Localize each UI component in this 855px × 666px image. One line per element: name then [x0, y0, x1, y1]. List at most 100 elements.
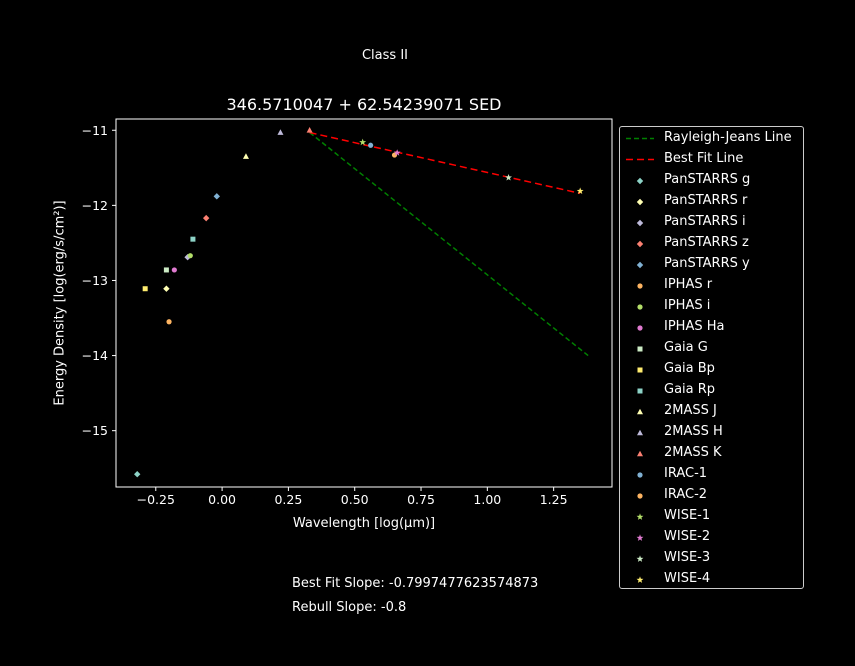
- 2mass-j-point: [242, 153, 249, 159]
- legend-marker-swatch: [636, 219, 644, 227]
- y-tick-label: −12: [82, 198, 108, 213]
- x-tick-label: 0.50: [341, 492, 369, 507]
- legend-key: [636, 261, 644, 269]
- legend-label: 2MASS J: [664, 403, 717, 418]
- legend-marker-swatch: [636, 261, 644, 269]
- legend-label: IPHAS r: [664, 277, 713, 292]
- legend-key: [636, 219, 644, 227]
- legend-key: [637, 429, 643, 436]
- legend-key: [636, 240, 644, 248]
- gaia-rp-point: [190, 236, 196, 242]
- legend-key: [637, 388, 643, 394]
- legend-item-rayleigh-jeans-line: Rayleigh-Jeans Line: [620, 128, 803, 149]
- legend-label: PanSTARRS z: [664, 235, 749, 250]
- legend-label: Gaia Bp: [664, 361, 715, 376]
- legend-marker-swatch: [636, 576, 644, 583]
- legend-item-panstarrs-y: PanSTARRS y: [620, 254, 803, 275]
- legend-label: Gaia G: [664, 340, 708, 355]
- legend-label: PanSTARRS i: [664, 214, 746, 229]
- chart-title: 346.5710047 + 62.54239071 SED: [226, 95, 502, 114]
- legend-marker-swatch: [636, 555, 644, 562]
- legend-marker-swatch: [637, 429, 643, 436]
- legend-key: [626, 158, 654, 161]
- legend-item-2mass-h: 2MASS H: [620, 422, 803, 443]
- wise-3-point: [505, 173, 512, 181]
- legend-label: PanSTARRS y: [664, 256, 750, 271]
- legend-marker-swatch: [637, 325, 643, 331]
- legend-item-iphas-ha: IPHAS Ha: [620, 317, 803, 338]
- legend-label: IRAC-2: [664, 487, 708, 502]
- legend-label: IPHAS Ha: [664, 319, 725, 334]
- legend-marker-swatch: [636, 198, 644, 206]
- legend-label: Gaia Rp: [664, 382, 716, 397]
- x-tick-label: 0.25: [274, 492, 302, 507]
- legend-label: IRAC-1: [664, 466, 708, 481]
- legend-key: [636, 177, 644, 185]
- legend-item-2mass-k: 2MASS K: [620, 443, 803, 464]
- legend-item-best-fit-line: Best Fit Line: [620, 149, 803, 170]
- panstarrs-y-point: [213, 193, 220, 200]
- legend-label: PanSTARRS g: [664, 172, 751, 187]
- 2mass-h-point: [277, 129, 284, 135]
- x-tick-label: 1.25: [540, 492, 568, 507]
- legend-key: [637, 367, 643, 373]
- legend-label: WISE-2: [664, 529, 711, 544]
- legend-key: [637, 283, 643, 289]
- legend-marker-swatch: [637, 304, 643, 310]
- legend-item-wise-2: WISE-2: [620, 527, 803, 548]
- legend-key: [637, 346, 643, 352]
- y-tick-label: −14: [82, 348, 108, 363]
- legend-key: [636, 534, 644, 541]
- legend-key: [636, 576, 644, 583]
- x-tick-label: 0.00: [208, 492, 236, 507]
- legend-marker-swatch: [637, 388, 643, 394]
- legend-marker-swatch: [636, 240, 644, 248]
- legend-item-iphas-i: IPHAS i: [620, 296, 803, 317]
- legend-key: [637, 325, 643, 331]
- legend-key: [637, 493, 643, 499]
- legend-item-gaia-bp: Gaia Bp: [620, 359, 803, 380]
- legend-item-wise-4: WISE-4: [620, 569, 803, 590]
- best-fit-line-line: [309, 131, 581, 195]
- legend-item-panstarrs-r: PanSTARRS r: [620, 191, 803, 212]
- x-tick-label: 0.75: [407, 492, 435, 507]
- y-tick-label: −11: [82, 123, 108, 138]
- legend-item-wise-1: WISE-1: [620, 506, 803, 527]
- legend-marker-swatch: [637, 472, 643, 478]
- legend-item-2mass-j: 2MASS J: [620, 401, 803, 422]
- panstarrs-g-point: [134, 471, 141, 478]
- irac-1-point: [368, 142, 374, 148]
- fit-lines: [309, 131, 589, 357]
- legend-key: [636, 198, 644, 206]
- legend-marker-swatch: [636, 513, 644, 520]
- y-tick-label: −13: [82, 273, 108, 288]
- legend-item-gaia-rp: Gaia Rp: [620, 380, 803, 401]
- legend-marker-swatch: [637, 493, 643, 499]
- best-fit-slope-note: Best Fit Slope: -0.7997477623574873: [292, 576, 539, 591]
- legend-label: 2MASS H: [664, 424, 723, 439]
- panstarrs-z-point: [202, 214, 210, 222]
- legend-item-wise-3: WISE-3: [620, 548, 803, 569]
- legend-label: WISE-4: [664, 571, 711, 586]
- legend-marker-swatch: [637, 283, 643, 289]
- legend-key: [637, 408, 643, 415]
- plot-area-frame: [115, 118, 613, 488]
- legend-label: Rayleigh-Jeans Line: [664, 130, 792, 145]
- x-tick-label: −0.25: [137, 492, 175, 507]
- legend-key: [637, 304, 643, 310]
- legend-marker-swatch: [637, 367, 643, 373]
- legend-label: Best Fit Line: [664, 151, 744, 166]
- legend-marker-swatch: [637, 346, 643, 352]
- panstarrs-r-point: [163, 285, 170, 292]
- legend-item-panstarrs-z: PanSTARRS z: [620, 233, 803, 254]
- legend-label: IPHAS i: [664, 298, 711, 313]
- legend-key: [637, 450, 643, 457]
- data-points: [134, 126, 584, 478]
- legend-key: [636, 555, 644, 562]
- x-axis-label: Wavelength [log(μm)]: [292, 516, 436, 531]
- legend-label: PanSTARRS r: [664, 193, 748, 208]
- legend-item-iphas-r: IPHAS r: [620, 275, 803, 296]
- legend-item-panstarrs-g: PanSTARRS g: [620, 170, 803, 191]
- legend-label: WISE-1: [664, 508, 711, 523]
